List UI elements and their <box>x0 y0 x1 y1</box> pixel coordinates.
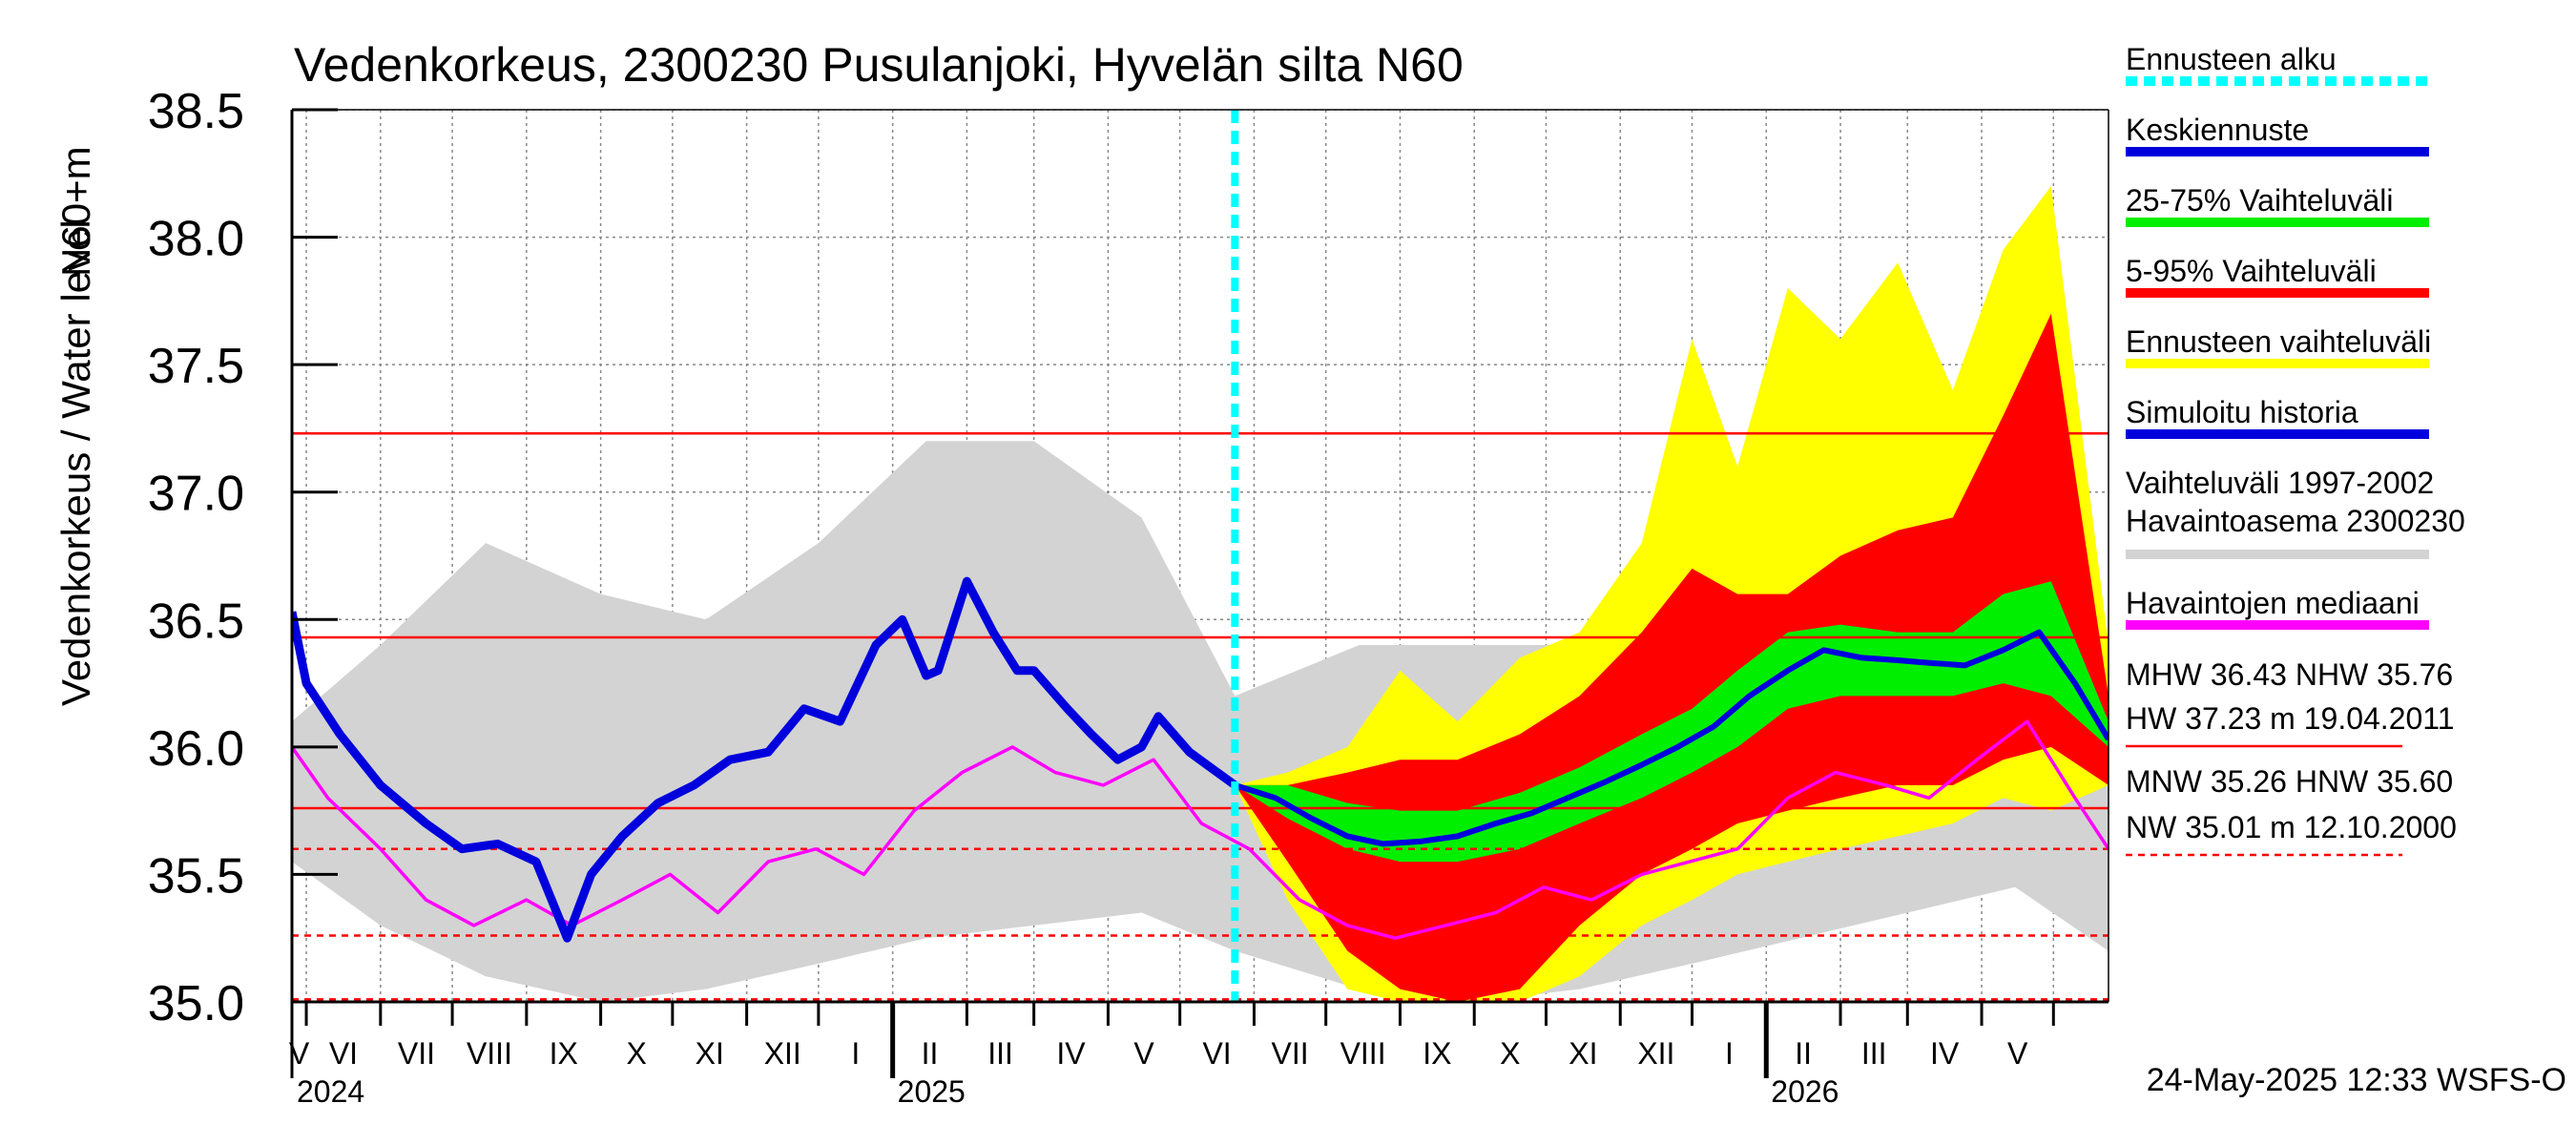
mean-forecast-line <box>1234 629 2109 847</box>
range-25-75-band <box>1235 581 2109 863</box>
y-tick-label: 38.0 <box>148 212 244 267</box>
year-label: 2024 <box>297 1074 364 1109</box>
stats-text: MHW 36.43 NHW 35.76 <box>2126 657 2453 692</box>
year-label: 2026 <box>1771 1074 1839 1109</box>
month-label: IV <box>1930 1036 1960 1071</box>
plot-content <box>292 110 2109 1002</box>
y-tick-label: 36.0 <box>148 721 244 777</box>
month-label: X <box>627 1036 647 1071</box>
month-label: II <box>1795 1036 1812 1071</box>
legend-label: Ennusteen vaihteluväli <box>2126 324 2431 359</box>
y-tick-label: 35.5 <box>148 848 244 904</box>
month-label: XII <box>1637 1036 1674 1071</box>
month-label: IV <box>1056 1036 1086 1071</box>
y-tick-label: 35.0 <box>148 976 244 1031</box>
month-label: VII <box>398 1036 435 1071</box>
legend-label: Havaintojen mediaani <box>2126 586 2420 620</box>
y-tick-label: 37.5 <box>148 339 244 394</box>
month-label: XII <box>764 1036 801 1071</box>
month-label: I <box>1725 1036 1734 1071</box>
year-label: 2025 <box>898 1074 966 1109</box>
month-label: VII <box>1272 1036 1309 1071</box>
month-label: XI <box>1568 1036 1597 1071</box>
plot-area <box>292 110 2109 1002</box>
month-label: X <box>1500 1036 1520 1071</box>
month-label: III <box>1861 1036 1887 1071</box>
month-label: VI <box>329 1036 358 1071</box>
legend-label: Ennusteen alku <box>2126 42 2337 76</box>
axes: 35.035.536.036.537.037.538.038.5V VI VII VI… <box>148 84 2109 1109</box>
legend: Ennusteen alku Keskiennuste 25-75% Vaihtel… <box>2126 42 2465 630</box>
month-label: XI <box>696 1036 724 1071</box>
month-label: VI <box>1202 1036 1231 1071</box>
y-axis-labels: Vedenkorkeus / Water level N60+m <box>53 146 98 706</box>
y-tick-label: 37.0 <box>148 467 244 522</box>
legend-label: Havaintoasema 2300230 <box>2126 504 2465 538</box>
legend-label: Keskiennuste <box>2126 113 2309 147</box>
y-tick-label: 36.5 <box>148 593 244 649</box>
month-label: VIII <box>467 1036 512 1071</box>
month-label: V <box>289 1036 310 1071</box>
y-axis-unit: N60+m <box>53 146 98 277</box>
stats-text: NW 35.01 m 12.10.2000 <box>2126 810 2457 844</box>
chart-title: Vedenkorkeus, 2300230 Pusulanjoki, Hyvel… <box>294 38 1464 92</box>
month-label: III <box>987 1036 1013 1071</box>
legend-label: 5-95% Vaihteluväli <box>2126 254 2377 288</box>
month-label: II <box>922 1036 939 1071</box>
legend-label: 25-75% Vaihteluväli <box>2126 183 2393 218</box>
month-label: IX <box>550 1036 578 1071</box>
stats-text: HW 37.23 m 19.04.2011 <box>2126 701 2455 736</box>
month-label: VIII <box>1340 1036 1386 1071</box>
legend-label: Vaihteluväli 1997-2002 <box>2126 466 2434 500</box>
stats-text: MNW 35.26 HNW 35.60 <box>2126 764 2453 799</box>
y-axis-label: Vedenkorkeus / Water level <box>53 219 98 706</box>
month-label: V <box>1133 1036 1154 1071</box>
y-tick-label: 38.5 <box>148 84 244 139</box>
statistics-block: MHW 36.43 NHW 35.76 HW 37.23 m 19.04.2011… <box>2126 657 2457 857</box>
month-label: I <box>851 1036 860 1071</box>
simulated-history-line <box>292 576 1238 943</box>
observed-median-line <box>292 719 2109 940</box>
month-label: IX <box>1423 1036 1451 1071</box>
legend-label: Simuloitu historia <box>2126 395 2358 429</box>
month-label: V <box>2007 1036 2028 1071</box>
footer-timestamp: 24-May-2025 12:33 WSFS-O <box>2147 1062 2566 1098</box>
